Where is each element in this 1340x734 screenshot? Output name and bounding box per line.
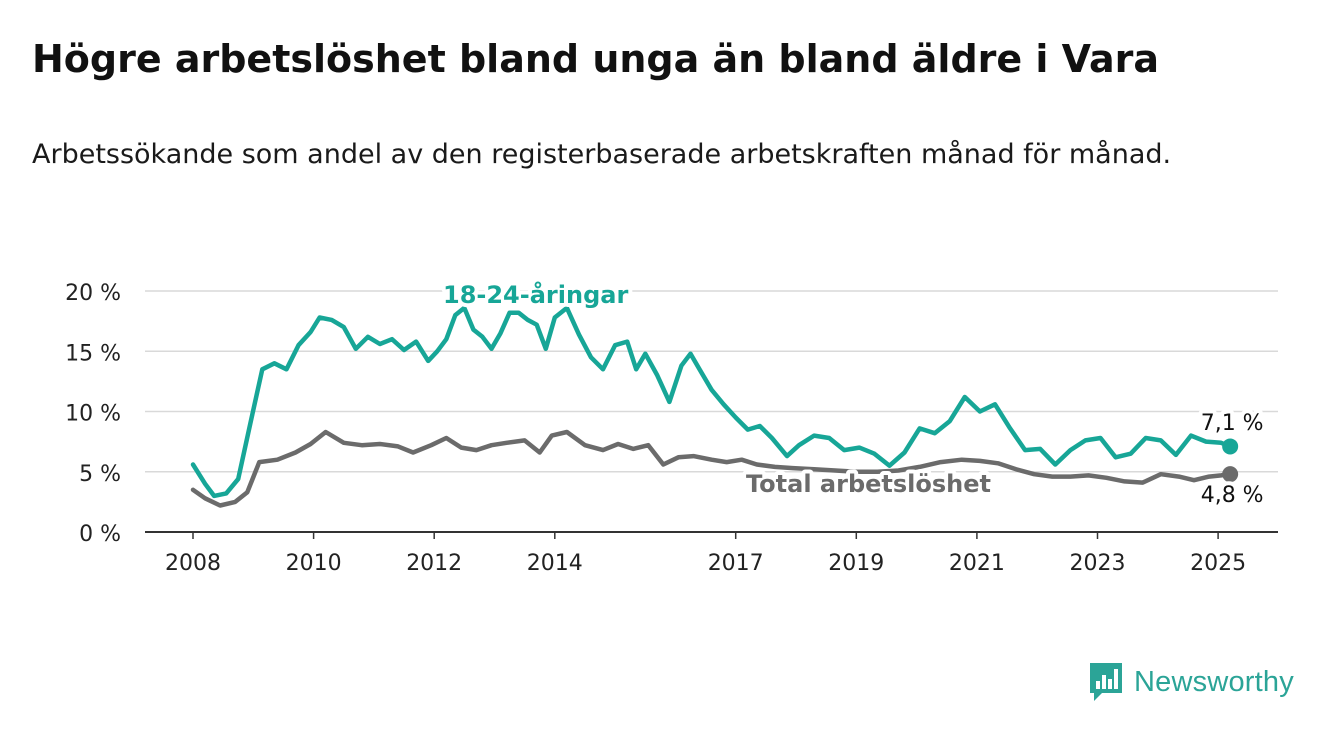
x-tick-label: 2017 — [708, 551, 764, 576]
series-label-total: Total arbetslöshet — [746, 470, 991, 498]
x-tick-label: 2010 — [286, 551, 342, 576]
chart-title: Högre arbetslöshet bland unga än bland ä… — [32, 37, 1159, 81]
series-line-youth — [190, 305, 1233, 499]
newsworthy-logo-icon — [1090, 663, 1122, 701]
series-end-marker-youth — [1222, 438, 1239, 455]
series-label-total-halo: Total arbetslöshet — [746, 470, 991, 498]
series-line-total — [190, 429, 1233, 508]
brand-name: Newsworthy — [1134, 665, 1294, 698]
y-tick-label: 0 % — [79, 522, 121, 547]
series-lines — [190, 305, 1239, 508]
end-value-label-youth: 7,1 % — [1201, 411, 1264, 436]
y-tick-label: 10 % — [65, 402, 121, 427]
grid-lines — [145, 290, 1278, 473]
x-tick-label: 2008 — [165, 551, 221, 576]
x-tick-label: 2012 — [406, 551, 462, 576]
x-tick-label: 2025 — [1190, 551, 1246, 576]
y-tick-label: 15 % — [65, 341, 121, 366]
axes: 0 % 5 % 10 % 15 % 20 % 2008 2010 2012 2014 2017 20… — [65, 281, 1278, 576]
series-end-marker-total — [1222, 466, 1239, 483]
series-label-youth-halo: 18-24-åringar — [443, 280, 628, 309]
end-value-label-total-halo: 4,8 % — [1201, 483, 1264, 508]
x-tick-label: 2023 — [1070, 551, 1126, 576]
y-tick-label: 5 % — [79, 462, 121, 487]
y-tick-label: 20 % — [65, 281, 121, 306]
newsworthy-logo: Newsworthy — [1088, 660, 1294, 704]
x-tick-label: 2021 — [949, 551, 1005, 576]
end-value-label-total: 4,8 % — [1201, 483, 1264, 508]
x-tick-label: 2019 — [828, 551, 884, 576]
end-value-label-youth-halo: 7,1 % — [1201, 411, 1264, 436]
x-tick-label: 2014 — [527, 551, 583, 576]
series-label-youth: 18-24-åringar — [443, 280, 628, 309]
chart-subtitle: Arbetssökande som andel av den registerb… — [32, 139, 1172, 170]
